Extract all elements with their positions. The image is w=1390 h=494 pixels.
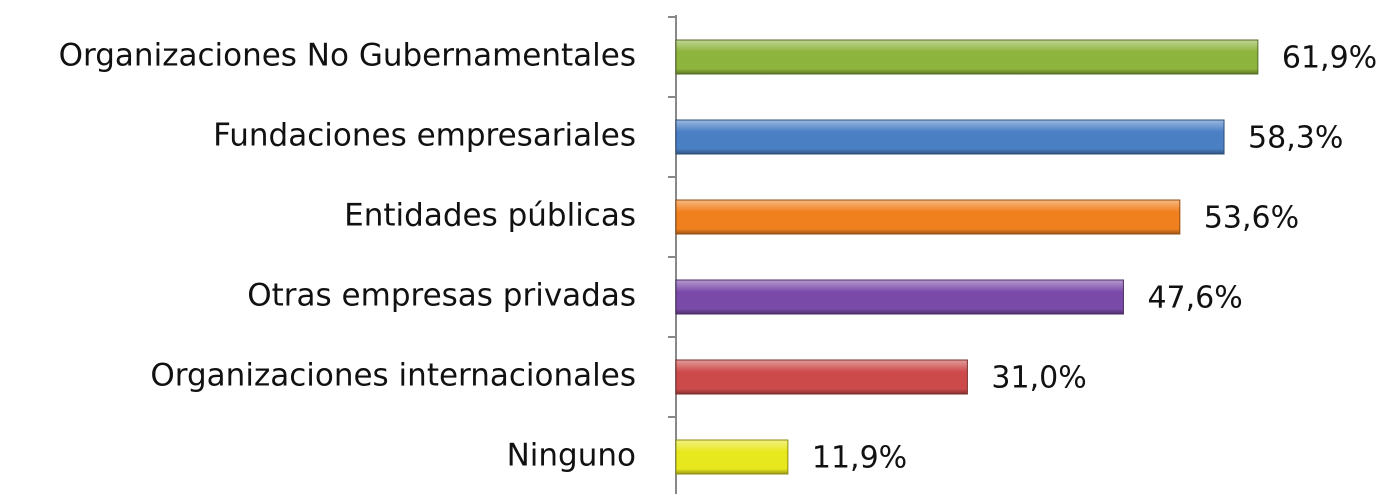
value-label: 31,0% — [991, 361, 1086, 396]
category-label: Fundaciones empresariales — [213, 118, 636, 154]
category-label: Entidades públicas — [344, 198, 636, 234]
bar — [675, 39, 1259, 75]
value-label: 61,9% — [1282, 41, 1377, 76]
value-label: 58,3% — [1248, 121, 1343, 156]
value-label: 47,6% — [1147, 281, 1242, 316]
category-label: Organizaciones No Gubernamentales — [59, 38, 636, 74]
bar — [675, 119, 1225, 155]
category-label: Organizaciones internacionales — [150, 358, 636, 394]
category-label: Otras empresas privadas — [247, 278, 636, 314]
bar — [675, 439, 789, 475]
bar — [675, 359, 968, 395]
value-label: 53,6% — [1204, 201, 1299, 236]
category-label: Ninguno — [507, 438, 636, 474]
bar — [675, 199, 1181, 235]
value-label: 11,9% — [812, 441, 907, 476]
bar — [675, 279, 1124, 315]
